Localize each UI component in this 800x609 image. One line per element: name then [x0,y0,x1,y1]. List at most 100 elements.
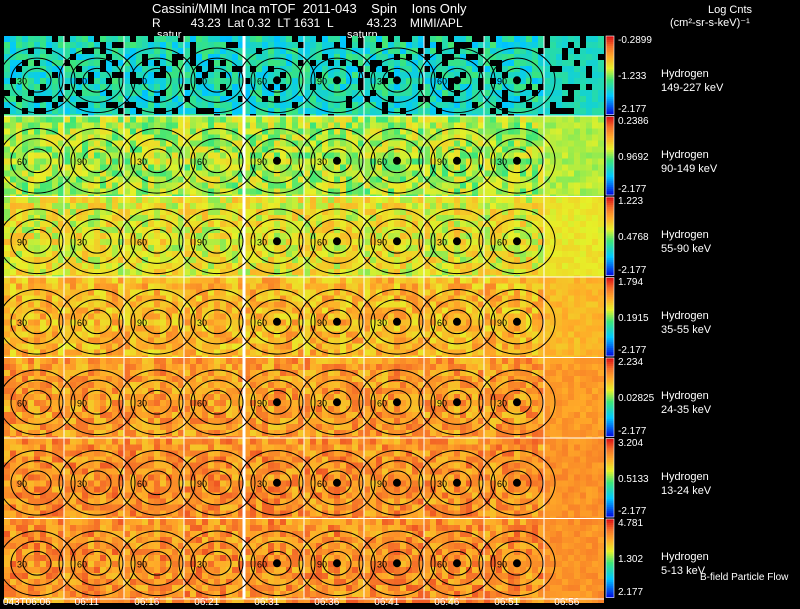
colorbar-min-value: -2.177 [618,506,647,517]
contour-label: 60 [17,398,27,408]
colorbar-mid-value: 1.302 [618,554,644,565]
field-direction-dot [273,317,281,326]
species-label: Hydrogen [661,68,709,80]
field-direction-dot [513,237,521,246]
contour-label: 90 [377,479,387,489]
contour-label: 60 [137,237,147,247]
colorbar-min-value: -2.177 [618,345,647,356]
contour-label: 60 [77,76,87,86]
colorbar-2 [605,116,615,196]
contour-label: 30 [257,237,267,247]
colorbar-min-value: -2.177 [618,184,647,195]
x-tick-label: 06:51 [494,597,520,608]
contour-label: 60 [317,479,327,489]
contour-label: 60 [437,559,447,569]
species-label: Hydrogen [661,309,709,322]
contour-label: 30 [77,237,87,247]
x-tick-label: 06:21 [194,597,220,608]
field-direction-dot [513,398,521,407]
energy-range-label: 5-13 keV [661,565,706,577]
colorbar-mid-value: 0.5133 [618,473,649,485]
energy-range-label: 149-227 keV [661,82,724,94]
contour-label: 60 [17,157,27,167]
x-tick-label: 06:16 [134,597,160,608]
field-direction-dot [333,398,341,407]
colorbar-3 [605,196,615,276]
field-direction-dot [333,76,341,85]
contour-label: 30 [137,398,147,408]
contour-label: 90 [77,157,87,167]
field-direction-dot [393,317,401,326]
field-direction-dot [273,237,281,246]
energy-range-label: 55-90 keV [661,243,712,255]
contour-label: 60 [377,398,387,408]
colorbar-7 [605,518,615,598]
contour-label: 60 [497,479,507,489]
contour-label: 60 [317,237,327,247]
contour-label: 30 [17,559,27,569]
contour-label: 90 [17,479,27,489]
contour-label: 90 [137,559,147,569]
contour-label: 90 [377,237,387,247]
field-direction-dot [333,156,341,165]
contour-label: 30 [17,76,27,86]
units-label: Log Cnts [708,4,753,16]
contour-label: 60 [437,318,447,328]
energy-panel-3: 90 30 60 90 30 60 90 30 60 [0,196,615,281]
field-direction-dot [453,559,461,568]
colorbar-mid-value: 0.4768 [618,232,649,243]
contour-label: 90 [197,237,207,247]
energy-panel-6: 90 30 60 90 30 60 90 30 60 [0,438,615,523]
colorbar-max-value: 2.234 [618,357,644,368]
field-direction-dot [453,478,461,487]
field-direction-dot [273,76,281,85]
field-direction-dot [393,156,401,165]
contour-label: 30 [437,479,447,489]
colorbar-max-value: 3.204 [618,437,644,449]
colorbar-mid-value: 0.1915 [618,312,649,324]
units-expression: (cm²-sr-s-keV)⁻¹ [670,17,750,29]
field-direction-dot [273,559,281,568]
contour-label: 60 [197,398,207,408]
field-direction-dot [333,478,341,487]
field-direction-dot [333,237,341,246]
contour-label: 30 [317,157,327,167]
contour-label: 90 [137,318,147,328]
contour-label: 90 [137,76,147,86]
b-field-flow-label: B-field Particle Flow [700,572,789,583]
contour-label: 30 [377,559,387,569]
contour-label: 60 [257,559,267,569]
contour-label: 30 [377,76,387,86]
contour-label: 30 [197,318,207,328]
contour-label: 30 [377,318,387,328]
contour-label: 90 [317,559,327,569]
contour-label: 90 [497,76,507,86]
x-tick-label: 06:56 [554,597,580,608]
contour-label: 90 [497,318,507,328]
colorbar-max-value: -0.2899 [618,35,652,46]
field-direction-dot [393,478,401,487]
plot-subtitle: R 43.23 Lat 0.32 LT 1631 L 43.23 MIMI/AP… [152,16,463,30]
energy-range-label: 90-149 keV [661,162,718,175]
contour-label: 30 [17,318,27,328]
x-tick-label: 06:31 [254,597,280,608]
colorbar-min-value: -2.177 [618,425,647,437]
field-direction-dot [393,398,401,407]
contour-label: 90 [317,318,327,328]
x-tick-label: 06:46 [434,597,460,608]
x-tick-label: 06:11 [74,597,99,608]
contour-label: 90 [77,398,87,408]
contour-label: 60 [257,318,267,328]
field-direction-dot [453,317,461,326]
contour-label: 30 [497,157,507,167]
field-direction-dot [513,317,521,326]
contour-label: 90 [257,157,267,167]
colorbar-max-value: 1.223 [618,196,644,207]
colorbar-mid-value: 0.02825 [618,393,655,404]
contour-label: 90 [437,398,447,408]
energy-panel-2: 60 90 30 60 90 30 60 90 30 [0,116,615,201]
field-direction-dot [513,559,521,568]
contour-label: 90 [437,157,447,167]
field-direction-dot [453,398,461,407]
